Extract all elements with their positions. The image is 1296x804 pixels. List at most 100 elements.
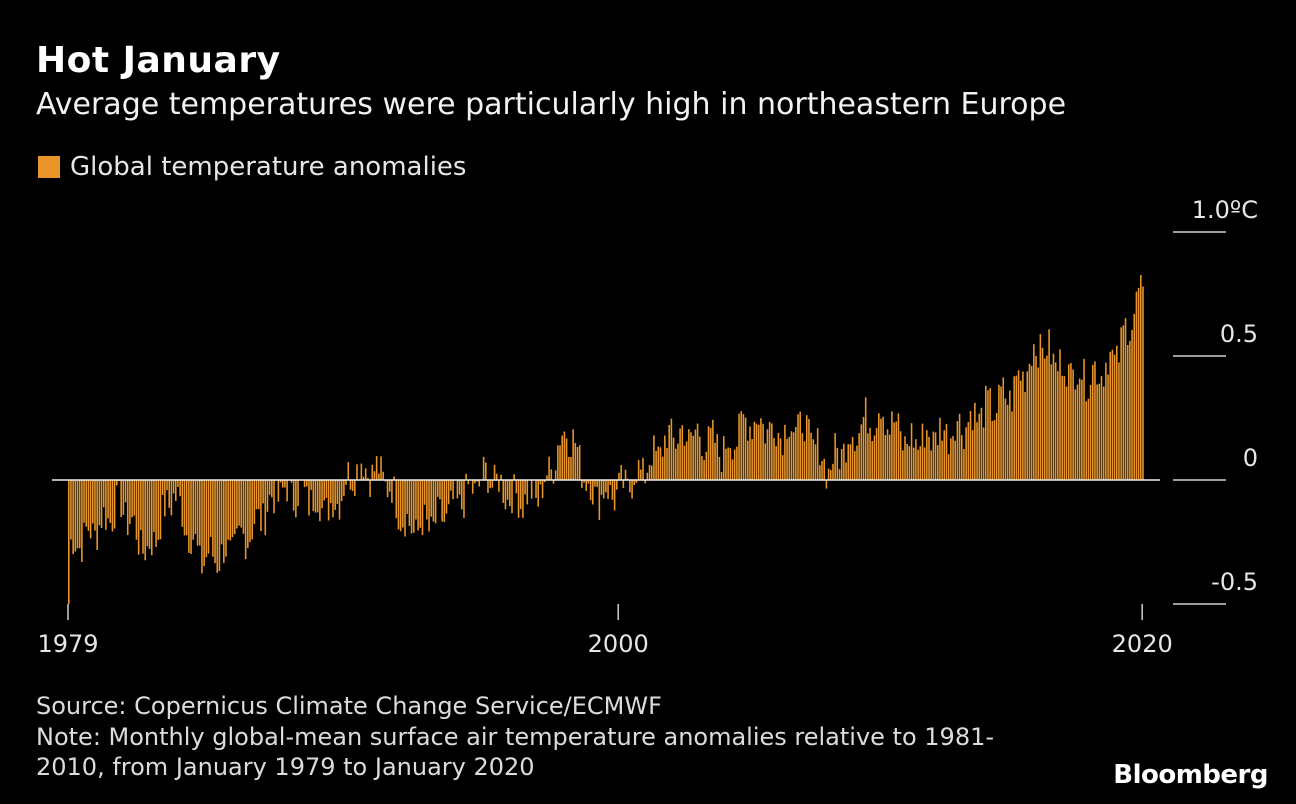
monthly-anomaly-bar (378, 473, 380, 480)
monthly-anomaly-bar (397, 480, 400, 530)
monthly-anomaly-bar (212, 480, 214, 557)
monthly-anomaly-bar (592, 480, 594, 505)
monthly-anomaly-bar (712, 419, 714, 480)
monthly-anomaly-bar (899, 431, 902, 480)
monthly-anomaly-bar (105, 480, 107, 530)
monthly-anomaly-bar (456, 480, 459, 499)
monthly-anomaly-bar (589, 480, 592, 501)
monthly-anomaly-bar (362, 476, 365, 480)
monthly-anomaly-bar (843, 443, 845, 480)
monthly-anomaly-bar (655, 450, 657, 480)
monthly-anomaly-bar (616, 480, 618, 490)
monthly-anomaly-bar (1057, 371, 1059, 480)
monthly-anomaly-bar (297, 480, 299, 507)
monthly-anomaly-bar (884, 434, 887, 480)
monthly-anomaly-bar (838, 469, 841, 480)
monthly-anomaly-bar (858, 433, 860, 480)
monthly-anomaly-bar (155, 480, 157, 547)
monthly-anomaly-bar (404, 480, 406, 537)
monthly-anomaly-bar (491, 480, 494, 488)
monthly-anomaly-bar (218, 480, 221, 572)
monthly-anomaly-bar (436, 480, 439, 497)
monthly-anomaly-bar (827, 468, 830, 480)
monthly-anomaly-bar (1065, 386, 1068, 480)
monthly-anomaly-bar (229, 480, 232, 541)
monthly-anomaly-bar (646, 472, 649, 480)
monthly-anomaly-bar (1050, 364, 1053, 480)
monthly-anomaly-bar (1028, 363, 1031, 480)
monthly-anomaly-bar (487, 480, 489, 493)
monthly-anomaly-bar (714, 442, 716, 480)
monthly-anomaly-bar (583, 480, 585, 483)
monthly-anomaly-bar (705, 451, 708, 480)
monthly-anomaly-bar (380, 456, 382, 480)
monthly-anomaly-bar (153, 480, 155, 532)
monthly-anomaly-bar (690, 432, 692, 480)
monthly-anomaly-bar (936, 445, 939, 480)
monthly-anomaly-bar (72, 480, 74, 555)
monthly-anomaly-bar (1015, 375, 1018, 480)
monthly-anomaly-bar (340, 480, 343, 502)
monthly-anomaly-bar (974, 402, 976, 480)
bloomberg-logo: Bloomberg (1113, 760, 1268, 790)
monthly-anomaly-bar (1083, 358, 1085, 480)
monthly-anomaly-bar (526, 480, 529, 505)
monthly-anomaly-bar (609, 480, 612, 486)
monthly-anomaly-bar (146, 480, 149, 547)
monthly-anomaly-bar (856, 445, 858, 480)
monthly-anomaly-bar (771, 423, 773, 480)
monthly-anomaly-bar (133, 480, 136, 516)
monthly-anomaly-bar (255, 480, 258, 510)
monthly-anomaly-bar (417, 480, 419, 531)
monthly-anomaly-bar (1019, 380, 1022, 480)
monthly-anomaly-bar (1030, 365, 1033, 480)
monthly-anomaly-bar (1052, 353, 1055, 480)
monthly-anomaly-bar (832, 463, 834, 480)
monthly-anomaly-bar (253, 480, 256, 525)
monthly-anomaly-bar (535, 480, 537, 498)
monthly-anomaly-bar (659, 447, 662, 480)
monthly-anomaly-bar (928, 436, 930, 480)
monthly-anomaly-bar (277, 480, 280, 502)
monthly-anomaly-bar (681, 425, 684, 480)
monthly-anomaly-bar (421, 480, 424, 536)
monthly-anomaly-bar (295, 480, 297, 518)
monthly-anomaly-bar (225, 480, 227, 557)
monthly-anomaly-bar (698, 436, 701, 480)
monthly-anomaly-bar (439, 480, 441, 500)
monthly-anomaly-bar (873, 435, 876, 480)
monthly-anomaly-bar (94, 480, 96, 531)
monthly-anomaly-bar (554, 470, 557, 480)
monthly-anomaly-bar (395, 480, 398, 519)
monthly-anomaly-bar (458, 480, 461, 495)
monthly-anomaly-bar (522, 480, 524, 518)
monthly-anomaly-bar (233, 480, 236, 535)
monthly-anomaly-bar (135, 480, 138, 540)
monthly-anomaly-bar (709, 427, 712, 480)
monthly-anomaly-bar (644, 480, 646, 484)
monthly-anomaly-bar (886, 429, 889, 480)
monthly-anomaly-bar (790, 431, 793, 480)
monthly-anomaly-bar (607, 480, 609, 499)
monthly-anomaly-bar (821, 460, 823, 480)
monthly-anomaly-bar (319, 480, 321, 522)
monthly-anomaly-bar (812, 439, 815, 480)
monthly-anomaly-bar (620, 465, 622, 480)
monthly-anomaly-bar (650, 465, 653, 480)
monthly-anomaly-bar (816, 428, 819, 480)
monthly-anomaly-bar (733, 449, 736, 480)
y-tick-label: 0.5 (1220, 320, 1258, 348)
monthly-anomaly-bar (426, 480, 428, 520)
monthly-anomaly-bar (600, 480, 603, 495)
footnote: Note: Monthly global-mean surface air te… (36, 723, 995, 781)
monthly-anomaly-bar (183, 480, 186, 536)
monthly-anomaly-bar (371, 464, 374, 480)
monthly-anomaly-bar (930, 450, 932, 480)
monthly-anomaly-bar (829, 470, 832, 480)
monthly-anomaly-bar (338, 480, 341, 520)
monthly-anomaly-bar (113, 480, 116, 529)
monthly-anomaly-bar (993, 420, 996, 480)
monthly-anomaly-bar (1120, 327, 1122, 480)
monthly-anomaly-bar (952, 435, 954, 480)
monthly-anomaly-bar (768, 421, 771, 480)
